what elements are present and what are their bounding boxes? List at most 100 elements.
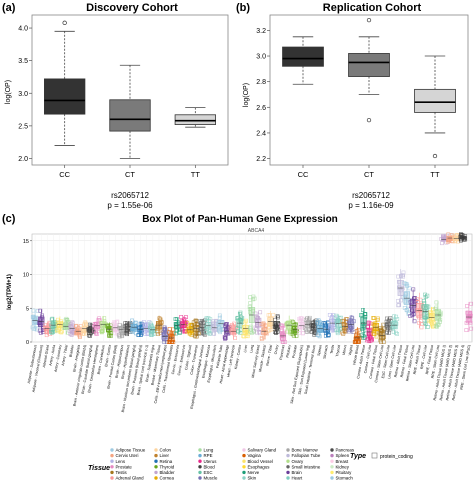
sample-point xyxy=(65,318,70,323)
legend-key xyxy=(110,453,114,458)
tissue-tick-label: Nerve - Tibial xyxy=(265,344,273,366)
outlier-point xyxy=(366,117,372,123)
sample-point xyxy=(262,326,267,331)
panel-c-title: Box Plot of Pan-Human Gene Expression xyxy=(142,214,338,225)
legend-key xyxy=(330,465,334,469)
box xyxy=(109,99,151,132)
y-tick-label: 10 xyxy=(23,273,29,279)
sample-point xyxy=(440,241,444,246)
tissue-tick-label: Heart - Left Ventricle xyxy=(226,344,236,377)
sample-point xyxy=(238,310,243,315)
sample-point xyxy=(430,311,435,316)
sample-point xyxy=(423,315,428,320)
sample-point xyxy=(86,333,91,338)
tissue-tick-label: Brain - Hippocampus xyxy=(115,344,125,378)
x-tick-label: TT xyxy=(191,170,201,179)
sample-point xyxy=(303,318,308,322)
sample-point xyxy=(210,322,215,326)
sample-point xyxy=(120,334,125,339)
sample-point xyxy=(212,331,217,336)
legend-label: ESC xyxy=(204,470,213,475)
sample-point xyxy=(279,323,283,328)
sample-point xyxy=(142,324,147,328)
sample-point xyxy=(374,334,379,339)
type-legend-title: Type xyxy=(350,453,366,460)
sample-point xyxy=(223,335,228,340)
sample-point xyxy=(200,318,205,323)
sample-point xyxy=(394,314,399,319)
tissue-tick-label: Bladder xyxy=(69,344,75,358)
legend-key xyxy=(330,453,334,458)
tissue-tick-label: Cornea - Fetal Tissue xyxy=(369,344,379,379)
sample-point xyxy=(415,297,420,302)
legend-label: Thyroid xyxy=(160,464,175,469)
sample-point xyxy=(350,316,355,321)
sample-point xyxy=(381,340,386,344)
legend-title: Tissue xyxy=(88,465,110,472)
legend-label: Nerve xyxy=(248,470,260,475)
panel-a-title: Discovery Cohort xyxy=(86,2,178,14)
sample-point xyxy=(367,329,372,333)
sample-point xyxy=(446,236,450,241)
panel-b-label: (b) xyxy=(236,2,250,14)
tissue-tick-label: Esophagus - Muscularis xyxy=(207,344,218,383)
tissue-tick-label: Colon - Sigmoid xyxy=(184,344,192,370)
sample-point xyxy=(254,330,259,335)
legend-label: Muscle xyxy=(204,476,218,481)
sample-point xyxy=(371,331,376,336)
legend-label: Liver xyxy=(160,453,170,458)
sample-point xyxy=(430,308,435,313)
sample-point xyxy=(188,331,192,336)
sample-point xyxy=(174,317,179,321)
sample-point xyxy=(106,323,110,328)
sample-point xyxy=(51,330,55,335)
sample-point xyxy=(275,314,280,318)
sample-point xyxy=(279,326,284,330)
tissue-tick-label: Stomach xyxy=(322,344,328,359)
tissue-tick-label: Artery - Tibial xyxy=(61,344,69,366)
legend-key xyxy=(154,448,158,452)
sample-point xyxy=(407,286,412,291)
sample-point xyxy=(257,329,262,334)
sample-point xyxy=(285,326,290,331)
sample-point xyxy=(434,300,439,305)
sample-point xyxy=(102,316,107,320)
sample-point xyxy=(40,315,44,320)
legend-label: Small Intestine xyxy=(292,464,321,469)
sample-point xyxy=(315,321,320,325)
legend-key xyxy=(198,476,202,480)
tissue-tick-label: ESC - Stem Cell Line xyxy=(381,344,391,378)
sample-point xyxy=(297,318,302,323)
sample-point xyxy=(193,334,198,339)
sample-point xyxy=(456,239,460,244)
sample-point xyxy=(49,317,54,322)
tissue-tick-label: Artery - Coronary xyxy=(54,344,63,372)
tissue-tick-label: Retina - Fetal Tissue xyxy=(400,344,410,377)
sample-point xyxy=(204,316,209,321)
sample-point xyxy=(422,320,427,325)
sample-point xyxy=(371,316,376,320)
tissue-tick-label: Minor Salivary Gland xyxy=(251,344,261,378)
x-tick-label: TT xyxy=(430,170,440,179)
sample-point xyxy=(384,316,389,321)
tissue-tick-label: Brain - Frontal Cortex (BA9) xyxy=(106,344,118,389)
x-tick-label: CT xyxy=(125,170,135,179)
y-tick-label: 15 xyxy=(23,239,29,245)
replication-ylabel: log(OP) xyxy=(243,83,250,107)
tissue-tick-label: Ovary xyxy=(274,344,280,354)
tissue-tick-label: Whole Blood xyxy=(352,344,359,365)
legend-key xyxy=(286,465,290,469)
tissue-tick-label: Liver xyxy=(243,344,248,353)
legend-key xyxy=(110,476,114,480)
replication-xlabel: rs2065712 xyxy=(352,191,390,200)
legend-label: Colon xyxy=(160,448,172,453)
sample-point xyxy=(435,310,440,315)
sample-point xyxy=(297,331,302,336)
sample-point xyxy=(136,333,141,337)
sample-point xyxy=(248,310,253,315)
tissue-tick-label: Pituitary xyxy=(285,344,291,358)
sample-point xyxy=(340,319,345,323)
legend-label: RPE xyxy=(204,453,213,458)
tissue-tick-label: Breast - Mammary Tissue xyxy=(150,344,161,385)
